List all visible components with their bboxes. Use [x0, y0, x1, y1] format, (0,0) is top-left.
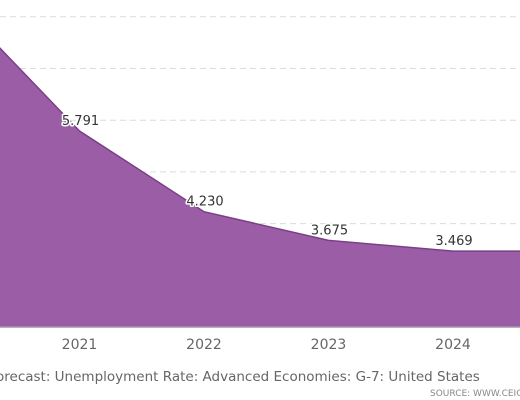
- x-tick-label: 2023: [311, 337, 347, 353]
- data-label: 3.469: [435, 234, 472, 249]
- source-text: SOURCE: WWW.CEIC: [430, 389, 520, 399]
- x-tick-label: 2021: [62, 337, 98, 353]
- series-area: [0, 47, 520, 328]
- data-label: 4.230: [186, 195, 223, 210]
- data-label: 3.675: [311, 223, 348, 238]
- data-labels: 5.791 4.230 3.675 3.469: [60, 113, 474, 251]
- x-tick-label: 2022: [186, 337, 222, 353]
- series-title: orecast: Unemployment Rate: Advanced Eco…: [0, 369, 480, 385]
- x-axis-ticks: 2021 2022 2023 2024: [62, 337, 471, 353]
- data-label: 5.791: [62, 114, 99, 129]
- x-tick-label: 2024: [435, 337, 471, 353]
